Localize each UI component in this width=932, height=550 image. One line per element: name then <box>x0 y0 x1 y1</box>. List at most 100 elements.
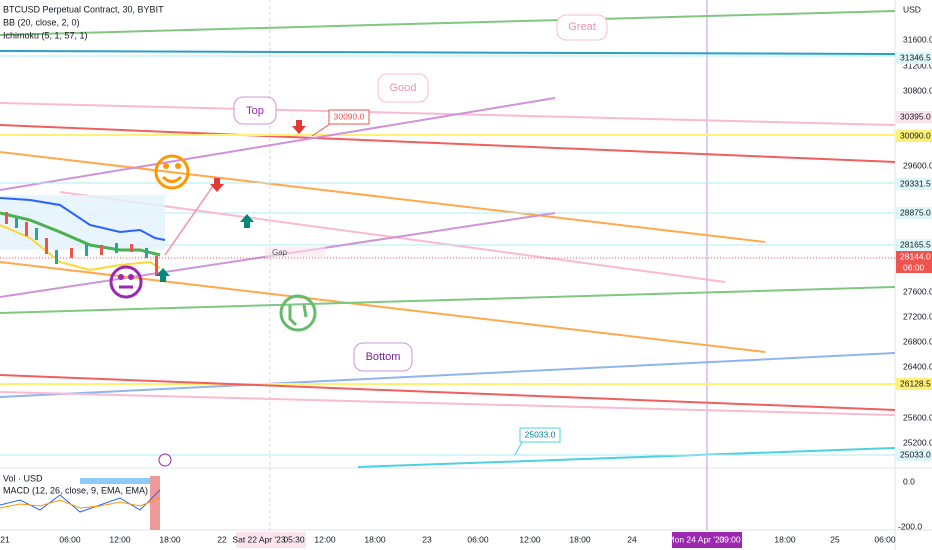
candle <box>145 248 148 258</box>
cursor-date: Mon 24 Apr '23 <box>668 534 725 544</box>
eye <box>163 163 169 169</box>
last-price-badge <box>896 251 932 273</box>
indicator-label: Vol · USD <box>3 473 43 483</box>
price-badge <box>896 178 932 190</box>
price-badge-text: 26128.5 <box>900 378 931 388</box>
symbol-title: BTCUSD Perpetual Contract, 30, BYBIT <box>3 4 164 14</box>
down-arrow <box>210 178 224 192</box>
eye <box>118 274 124 280</box>
candle <box>115 243 118 253</box>
up-arrow <box>156 268 170 282</box>
happy-face <box>154 154 190 190</box>
price-badge-text: 29331.5 <box>900 178 931 188</box>
arrow-line <box>164 185 214 256</box>
time-label: 06:00 <box>59 534 81 544</box>
price-note <box>328 109 370 125</box>
time-label: 21 <box>0 534 10 544</box>
signal-line <box>0 497 161 509</box>
time-label: 18:00 <box>774 534 796 544</box>
cursor-badge <box>236 532 306 548</box>
time-axis: 21 06:00 12:00 18:00 22 12:00 18:00 23 06:00 12:0… <box>0 534 896 544</box>
bb-upper <box>0 197 166 241</box>
price-badge <box>896 52 932 64</box>
price-badge-text: 30395.0 <box>900 111 931 121</box>
bubble-text: Great <box>568 21 596 33</box>
up-arrow <box>240 214 254 228</box>
trend-line <box>0 374 896 411</box>
price-note <box>519 427 561 443</box>
bubble <box>556 14 608 41</box>
candle <box>155 256 158 276</box>
note-pointer <box>311 123 331 137</box>
price-badge <box>896 449 932 461</box>
candles <box>5 212 158 276</box>
time-label: 18:00 <box>364 534 386 544</box>
face-marks <box>288 304 308 327</box>
last-price: 28144.0 <box>900 251 931 261</box>
faces <box>109 154 317 332</box>
price-label: 25600.0 <box>903 412 932 422</box>
price-badge-text: 28165.5 <box>900 239 931 249</box>
candle <box>70 248 73 258</box>
time-label: 23 <box>422 534 432 544</box>
trend-line <box>0 124 896 163</box>
time-label: 25 <box>830 534 840 544</box>
price-badge <box>896 130 932 142</box>
countdown: 06:00 <box>903 262 925 272</box>
time-label: 12:00 <box>519 534 541 544</box>
bb-basis <box>0 211 161 257</box>
neutral-face <box>109 265 143 299</box>
note-pointer <box>514 441 523 456</box>
candle <box>85 244 88 256</box>
note-text: 25033.0 <box>525 429 556 439</box>
indicator-label: BB (20, close, 2, 0) <box>3 17 80 27</box>
candle <box>15 218 18 228</box>
price-label: 31600.0 <box>903 34 932 44</box>
trend-line <box>0 261 766 353</box>
eye <box>175 163 181 169</box>
candle <box>100 245 103 255</box>
cursor-time: 09:00 <box>719 534 741 544</box>
trend-line <box>0 286 896 314</box>
down-arrow <box>292 120 306 134</box>
price-badge <box>896 239 932 251</box>
price-badge-text: 31346.5 <box>900 52 931 62</box>
time-label: 06:00 <box>467 534 489 544</box>
time-label: 24 <box>627 534 637 544</box>
bubble <box>377 73 429 103</box>
eye <box>128 274 134 280</box>
trend-line <box>0 352 896 398</box>
trend-line <box>0 391 896 416</box>
bubble-text: Top <box>246 105 264 117</box>
cursor-time: 05:30 <box>283 534 305 544</box>
cursor-date: Sat 22 Apr '23 <box>232 534 285 544</box>
time-label: 06:00 <box>874 534 896 544</box>
time-label: 22 <box>217 534 227 544</box>
trend-line <box>0 151 766 243</box>
time-label: 18:00 <box>569 534 591 544</box>
confused-face <box>279 294 317 332</box>
price-label: 25200.0 <box>903 437 932 447</box>
gap-box <box>265 247 325 257</box>
drawings <box>0 10 896 468</box>
bubble <box>233 96 277 125</box>
price-badge <box>896 111 932 123</box>
trend-line <box>0 97 556 191</box>
price-badge-text: 28875.0 <box>900 207 931 217</box>
macd <box>0 476 161 530</box>
time-label: 12:00 <box>109 534 131 544</box>
price-axis: 31600.0 31200.0 30800.0 29600.0 27600.0 27200… <box>896 34 932 461</box>
macd-line <box>0 489 161 513</box>
bubble-text: Bottom <box>366 351 401 363</box>
volume-band <box>80 478 160 484</box>
price-label: 31200.0 <box>903 60 932 70</box>
bb-lower <box>0 224 161 272</box>
trend-line <box>0 50 896 55</box>
price-badge <box>896 378 932 390</box>
time-label: 12:00 <box>314 534 336 544</box>
price-label: 27200.0 <box>903 311 932 321</box>
candle <box>130 244 133 252</box>
axis-label: 0.0 <box>903 476 915 486</box>
price-label: 27600.0 <box>903 286 932 296</box>
